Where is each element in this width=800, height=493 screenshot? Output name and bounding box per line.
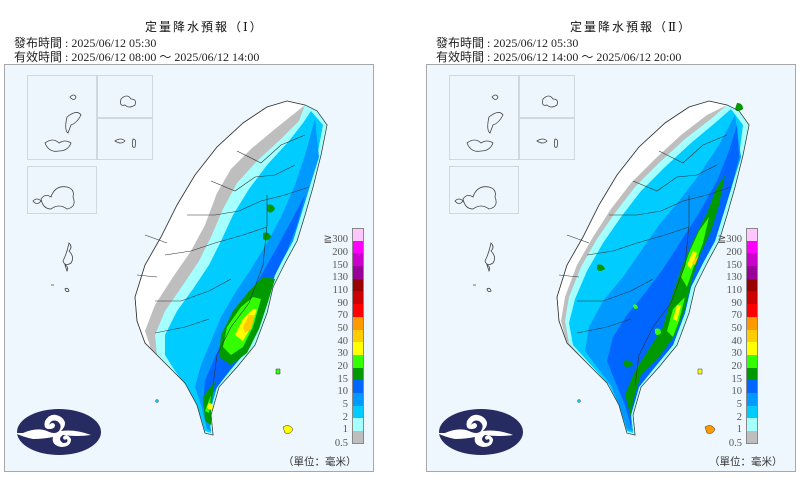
legend-swatch-10 [352, 380, 364, 393]
legend-swatch-200 [352, 240, 364, 254]
legend-swatch-90 [352, 291, 364, 305]
legend-label: 130 [332, 272, 348, 283]
legend-label: 20 [731, 361, 743, 372]
map-graphic [32, 94, 328, 436]
legend-swatch-70 [746, 304, 758, 317]
legend-swatch-20 [352, 354, 364, 368]
legend-swatch-70 [352, 304, 364, 317]
inset-kinmen [27, 75, 97, 160]
legend-swatch-10 [746, 380, 758, 393]
issue-time: 發布時間 : 2025/06/12 05:30 [436, 36, 579, 50]
legend-swatch-300plus [746, 228, 758, 241]
legend-swatch-2 [352, 405, 364, 419]
inset-matsu-north [97, 75, 153, 118]
valid-time: 有效時間 : 2025/06/12 08:00 ～ 2025/06/12 14:… [14, 50, 260, 64]
legend-label: 70 [731, 310, 743, 321]
legend-label: 110 [726, 285, 742, 296]
legend-swatch-40 [352, 329, 364, 343]
legend-swatch-110 [352, 278, 364, 292]
legend-swatch-1 [352, 418, 364, 431]
legend-unit: （單位：毫米） [709, 456, 783, 468]
legend-swatch-40 [746, 329, 758, 343]
legend-swatch-30 [352, 342, 364, 355]
legend-label: 10 [337, 386, 349, 397]
legend-label: 200 [332, 247, 348, 258]
legend-swatch-300plus [352, 228, 364, 241]
legend-label: 110 [332, 285, 348, 296]
map-graphic [454, 94, 750, 436]
legend-label: 200 [726, 247, 742, 258]
rainfall-map: ≧300 200 150 130 110 90 70 50 40 30 20 1… [426, 64, 796, 472]
legend-unit: （單位：毫米） [283, 456, 357, 468]
legend-label: 30 [731, 348, 743, 359]
legend-label: 70 [337, 310, 349, 321]
legend-label: 90 [731, 298, 743, 309]
legend-swatch-90 [746, 291, 758, 305]
legend-swatch-0.5 [352, 431, 364, 444]
legend-swatch-20 [746, 354, 758, 368]
legend-swatch-200 [746, 240, 758, 254]
legend-colorbar: ≧300 200 150 130 110 90 70 50 40 30 20 1… [717, 228, 758, 449]
legend-swatch-130 [352, 266, 364, 279]
inset-matsu-south [97, 118, 153, 160]
legend-label: 150 [726, 260, 742, 271]
legend-label: 2 [736, 412, 742, 423]
legend-label: 10 [731, 386, 743, 397]
legend-label: 50 [337, 323, 349, 334]
legend-swatch-50 [352, 316, 364, 330]
legend-swatch-15 [746, 367, 758, 381]
legend-label: 15 [337, 374, 349, 385]
inset-kinmen [449, 75, 519, 160]
legend-swatch-150 [352, 253, 364, 267]
panel-qpf-1: 定量降水預報（Ⅰ） 發布時間 : 2025/06/12 05:30 有效時間 :… [4, 20, 374, 472]
legend-label: 2 [342, 412, 348, 423]
legend-swatch-110 [746, 278, 758, 292]
legend-swatch-0.5 [746, 431, 758, 444]
legend-swatch-2 [746, 405, 758, 419]
legend-label: 90 [337, 298, 349, 309]
legend-swatch-1 [746, 418, 758, 431]
legend-label: 0.5 [728, 438, 742, 449]
issue-time: 發布時間 : 2025/06/12 05:30 [14, 36, 157, 50]
legend-swatch-5 [746, 392, 758, 406]
legend-label: ≧300 [323, 234, 348, 245]
legend-label: 130 [726, 272, 742, 283]
legend-swatch-150 [746, 253, 758, 267]
legend-label: 15 [731, 374, 743, 385]
panel-title: 定量降水預報（Ⅱ） [570, 20, 693, 34]
rainfall-map: ≧300 200 150 130 110 90 70 50 40 30 20 1… [4, 64, 374, 472]
legend-swatch-130 [746, 266, 758, 279]
legend-swatch-50 [746, 316, 758, 330]
legend-label: 1 [736, 424, 742, 435]
legend-label: 150 [332, 260, 348, 271]
legend-label: 40 [337, 336, 349, 347]
legend-label: 40 [731, 336, 743, 347]
legend-label: 30 [337, 348, 349, 359]
legend-label: ≧300 [717, 234, 742, 245]
legend-label: 5 [736, 399, 742, 410]
legend-label: 0.5 [334, 438, 348, 449]
legend-swatch-15 [352, 367, 364, 381]
panel-qpf-2: 定量降水預報（Ⅱ） 發布時間 : 2025/06/12 05:30 有效時間 :… [400, 0, 800, 493]
legend-swatch-30 [746, 342, 758, 355]
legend-label: 1 [342, 424, 348, 435]
valid-time: 有效時間 : 2025/06/12 14:00 ～ 2025/06/12 20:… [436, 50, 682, 64]
panel-title: 定量降水預報（Ⅰ） [145, 20, 264, 34]
legend-label: 5 [342, 399, 348, 410]
legend-swatch-5 [352, 392, 364, 406]
legend-colorbar: ≧300 200 150 130 110 90 70 50 40 30 20 1… [323, 228, 364, 449]
cwa-logo [437, 407, 525, 457]
inset-matsu-south [519, 118, 575, 160]
legend-label: 20 [337, 361, 349, 372]
cwa-logo [15, 407, 103, 457]
legend-label: 50 [731, 323, 743, 334]
